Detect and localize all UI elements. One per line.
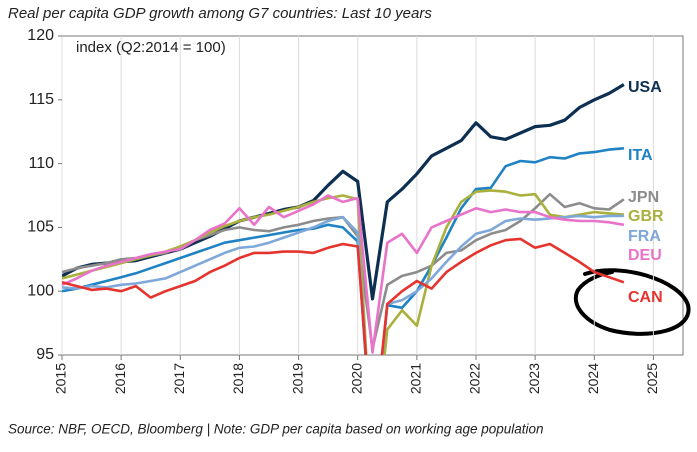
series-label: CAN bbox=[628, 289, 663, 306]
series-label: ITA bbox=[628, 147, 653, 164]
series-line bbox=[62, 237, 625, 355]
x-tick-label: 2017 bbox=[171, 363, 187, 394]
x-tick-label: 2016 bbox=[112, 363, 128, 394]
x-tick-label: 2015 bbox=[53, 363, 69, 394]
chart-title: Real per capita GDP growth among G7 coun… bbox=[8, 5, 432, 22]
series-line bbox=[62, 147, 625, 355]
x-tick-label: 2024 bbox=[585, 363, 601, 394]
y-tick-label: 110 bbox=[28, 155, 54, 172]
y-tick-label: 95 bbox=[36, 346, 54, 363]
x-tick-label: 2020 bbox=[348, 363, 364, 394]
series-label: USA bbox=[628, 79, 662, 96]
x-tick-label: 2018 bbox=[230, 363, 246, 394]
y-tick-label: 120 bbox=[27, 27, 54, 44]
hand-drawn-circle bbox=[573, 268, 691, 336]
series-label: GBR bbox=[628, 208, 664, 225]
source-note: Source: NBF, OECD, Bloomberg | Note: GDP… bbox=[8, 422, 544, 437]
series-line bbox=[62, 194, 625, 354]
x-tick-label: 2019 bbox=[289, 363, 305, 394]
series-label: JPN bbox=[628, 189, 659, 206]
annotation: index (Q2:2014 = 100) bbox=[76, 39, 226, 56]
series-line bbox=[62, 214, 624, 355]
y-tick-label: 105 bbox=[27, 219, 54, 236]
y-tick-label: 100 bbox=[27, 282, 54, 299]
x-tick-label: 2023 bbox=[526, 363, 542, 394]
series-label: FRA bbox=[628, 228, 661, 245]
y-tick-label: 115 bbox=[28, 91, 54, 108]
x-tick-label: 2021 bbox=[408, 363, 424, 394]
series-label: DEU bbox=[628, 247, 662, 264]
x-tick-label: 2025 bbox=[644, 363, 660, 394]
x-tick-label: 2022 bbox=[467, 363, 483, 394]
plot-area bbox=[61, 36, 654, 355]
series-lines bbox=[62, 83, 625, 355]
